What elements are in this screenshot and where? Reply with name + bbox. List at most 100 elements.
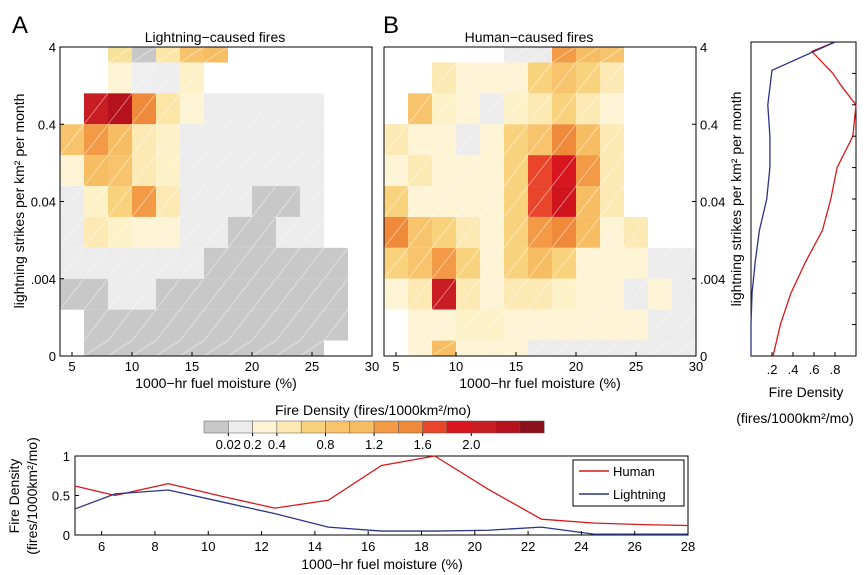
- heatmap-human-cell-hatch: [383, 216, 409, 249]
- heatmap-lightning-cell-hatch: [251, 185, 277, 218]
- heatmap-human-x-tick-label: 30: [689, 359, 703, 374]
- heatmap-human-cell-hatch: [551, 278, 577, 310]
- heatmap-human-y-ticks: 0 .004 0.04 0.4 4: [692, 40, 725, 364]
- heatmap-lightning-cell-hatch: [131, 62, 157, 94]
- heatmap-lightning-cell-hatch: [107, 154, 133, 187]
- heatmap-lightning-cell-hatch: [227, 185, 253, 218]
- heatmap-lightning-cell-hatch: [107, 278, 133, 310]
- heatmap-lightning-cell-hatch: [179, 247, 205, 279]
- heatmap-human-cell-hatch: [551, 309, 577, 341]
- heatmap-lightning-cell-hatch: [227, 124, 253, 156]
- bottom-chart-lines: [74, 455, 689, 535]
- heatmap-lightning-y-tick-label: 0.04: [31, 195, 56, 210]
- heatmap-human-cell-hatch: [551, 216, 577, 249]
- heatmap-human-cell-hatch: [479, 340, 505, 357]
- heatmap-lightning-cell-hatch: [299, 185, 325, 218]
- heatmap-lightning-cell-hatch: [59, 154, 85, 187]
- heatmap-lightning-cell-hatch: [227, 216, 253, 249]
- bottom-y-tick-label: 1: [63, 449, 70, 464]
- heatmap-human-cell-hatch: [599, 278, 625, 310]
- heatmap-human-cell-hatch: [479, 185, 505, 218]
- heatmap-human-cell-hatch: [575, 46, 601, 63]
- heatmap-lightning-cell-hatch: [203, 93, 229, 125]
- heatmap-human-cell-hatch: [431, 340, 457, 357]
- heatmap-lightning-y-tick-label: 4: [49, 40, 56, 55]
- heatmap-human-cell-hatch: [407, 247, 433, 279]
- colorbar-tick-label: 1.2: [365, 437, 383, 452]
- heatmap-lightning-cell-hatch: [299, 93, 325, 125]
- heatmap-lightning-cell-hatch: [179, 185, 205, 218]
- heatmap-lightning-cell-hatch: [131, 46, 157, 63]
- heatmap-human-cell-hatch: [431, 93, 457, 125]
- legend-human-label: Human: [613, 464, 655, 479]
- heatmap-human-y-tick-label: 4: [700, 40, 707, 55]
- heatmap-human-cell-hatch: [479, 278, 505, 310]
- bottom-series-human: [74, 455, 689, 527]
- heatmap-lightning-cell-hatch: [323, 309, 349, 341]
- heatmap-lightning-cell-hatch: [251, 340, 277, 357]
- heatmap-lightning-cell-hatch: [179, 278, 205, 310]
- heatmap-human-x-ticks: 5 10 15 20 25 30: [392, 352, 703, 374]
- colorbar-cell: [519, 420, 545, 434]
- heatmap-human-x-tick-label: 15: [509, 359, 523, 374]
- heatmap-lightning-cell-hatch: [155, 46, 181, 63]
- heatmap-lightning-cell-hatch: [275, 216, 301, 249]
- bottom-chart-legend: Human Lightning: [572, 459, 685, 507]
- heatmap-lightning: Lightning−caused fires 0 .004 0.04 0.4 4 5 10…: [11, 29, 379, 391]
- heatmap-lightning-cell-hatch: [251, 247, 277, 279]
- heatmap-lightning-cell-hatch: [323, 278, 349, 310]
- heatmap-lightning-cell-hatch: [227, 309, 253, 341]
- heatmap-human-cell-hatch: [575, 247, 601, 279]
- heatmap-human-cell-hatch: [455, 62, 481, 94]
- heatmap-human-cell-hatch: [575, 340, 601, 357]
- heatmap-human-cell-hatch: [431, 185, 457, 218]
- heatmap-lightning-cell-hatch: [155, 340, 181, 357]
- heatmap-lightning-x-tick-label: 10: [125, 359, 139, 374]
- heatmap-lightning-cell-hatch: [131, 309, 157, 341]
- heatmap-lightning-cell-hatch: [179, 309, 205, 341]
- heatmap-lightning-cell-hatch: [83, 309, 109, 341]
- heatmap-human-cell-hatch: [383, 247, 409, 279]
- heatmap-lightning-cell-hatch: [275, 309, 301, 341]
- heatmap-human-cell-hatch: [479, 154, 505, 187]
- heatmap-human-cell-hatch: [647, 247, 673, 279]
- heatmap-lightning-x-label: 1000−hr fuel moisture (%): [135, 375, 296, 391]
- heatmap-lightning-cell-hatch: [155, 154, 181, 187]
- heatmap-human-x-tick-label: 25: [629, 359, 643, 374]
- heatmap-lightning-x-ticks: 5 10 15 20 25 30: [68, 352, 379, 374]
- side-chart-lines: [750, 41, 857, 357]
- side-x-tick-label: .4: [788, 362, 799, 377]
- heatmap-human-cell-hatch: [527, 46, 553, 63]
- heatmap-lightning-cell-hatch: [275, 93, 301, 125]
- heatmap-human-cell-hatch: [431, 216, 457, 249]
- heatmap-human-cell-hatch: [527, 340, 553, 357]
- colorbar-cell: [373, 420, 399, 434]
- heatmap-human-y-tick-label: .004: [700, 272, 725, 287]
- bottom-line-chart: 6 8 10 12 14 16 18 20 22 24 26 28 00.51 1000−hr fue…: [6, 437, 695, 572]
- heatmap-lightning-cell-hatch: [155, 216, 181, 249]
- heatmap-lightning-cell-hatch: [83, 154, 109, 187]
- heatmap-human-cell-hatch: [623, 216, 649, 249]
- heatmap-lightning-cell-hatch: [203, 154, 229, 187]
- heatmap-human-cells: [383, 46, 697, 357]
- heatmap-human-cell-hatch: [551, 46, 577, 63]
- heatmap-lightning-cell-hatch: [203, 340, 229, 357]
- heatmap-lightning-cell-hatch: [131, 340, 157, 357]
- heatmap-human-cell-hatch: [479, 93, 505, 125]
- heatmap-human-cell-hatch: [575, 93, 601, 125]
- heatmap-human-cell-hatch: [551, 154, 577, 187]
- heatmap-human-cell-hatch: [503, 154, 529, 187]
- side-x-tick-label: .6: [809, 362, 820, 377]
- side-chart-y-label: lightning strikes per km² per month: [728, 92, 744, 307]
- heatmap-lightning-cell-hatch: [155, 309, 181, 341]
- heatmap-lightning-cell-hatch: [59, 185, 85, 218]
- heatmap-lightning-cell-hatch: [299, 247, 325, 279]
- heatmap-human-cell-hatch: [431, 154, 457, 187]
- heatmap-human-cell-hatch: [527, 309, 553, 341]
- heatmap-lightning-cell-hatch: [131, 216, 157, 249]
- heatmap-lightning-y-tick-label: 0: [49, 349, 56, 364]
- colorbar-cell: [325, 420, 351, 434]
- heatmap-lightning-cell-hatch: [107, 185, 133, 218]
- heatmap-human-cell-hatch: [575, 278, 601, 310]
- heatmap-lightning-cell-hatch: [203, 278, 229, 310]
